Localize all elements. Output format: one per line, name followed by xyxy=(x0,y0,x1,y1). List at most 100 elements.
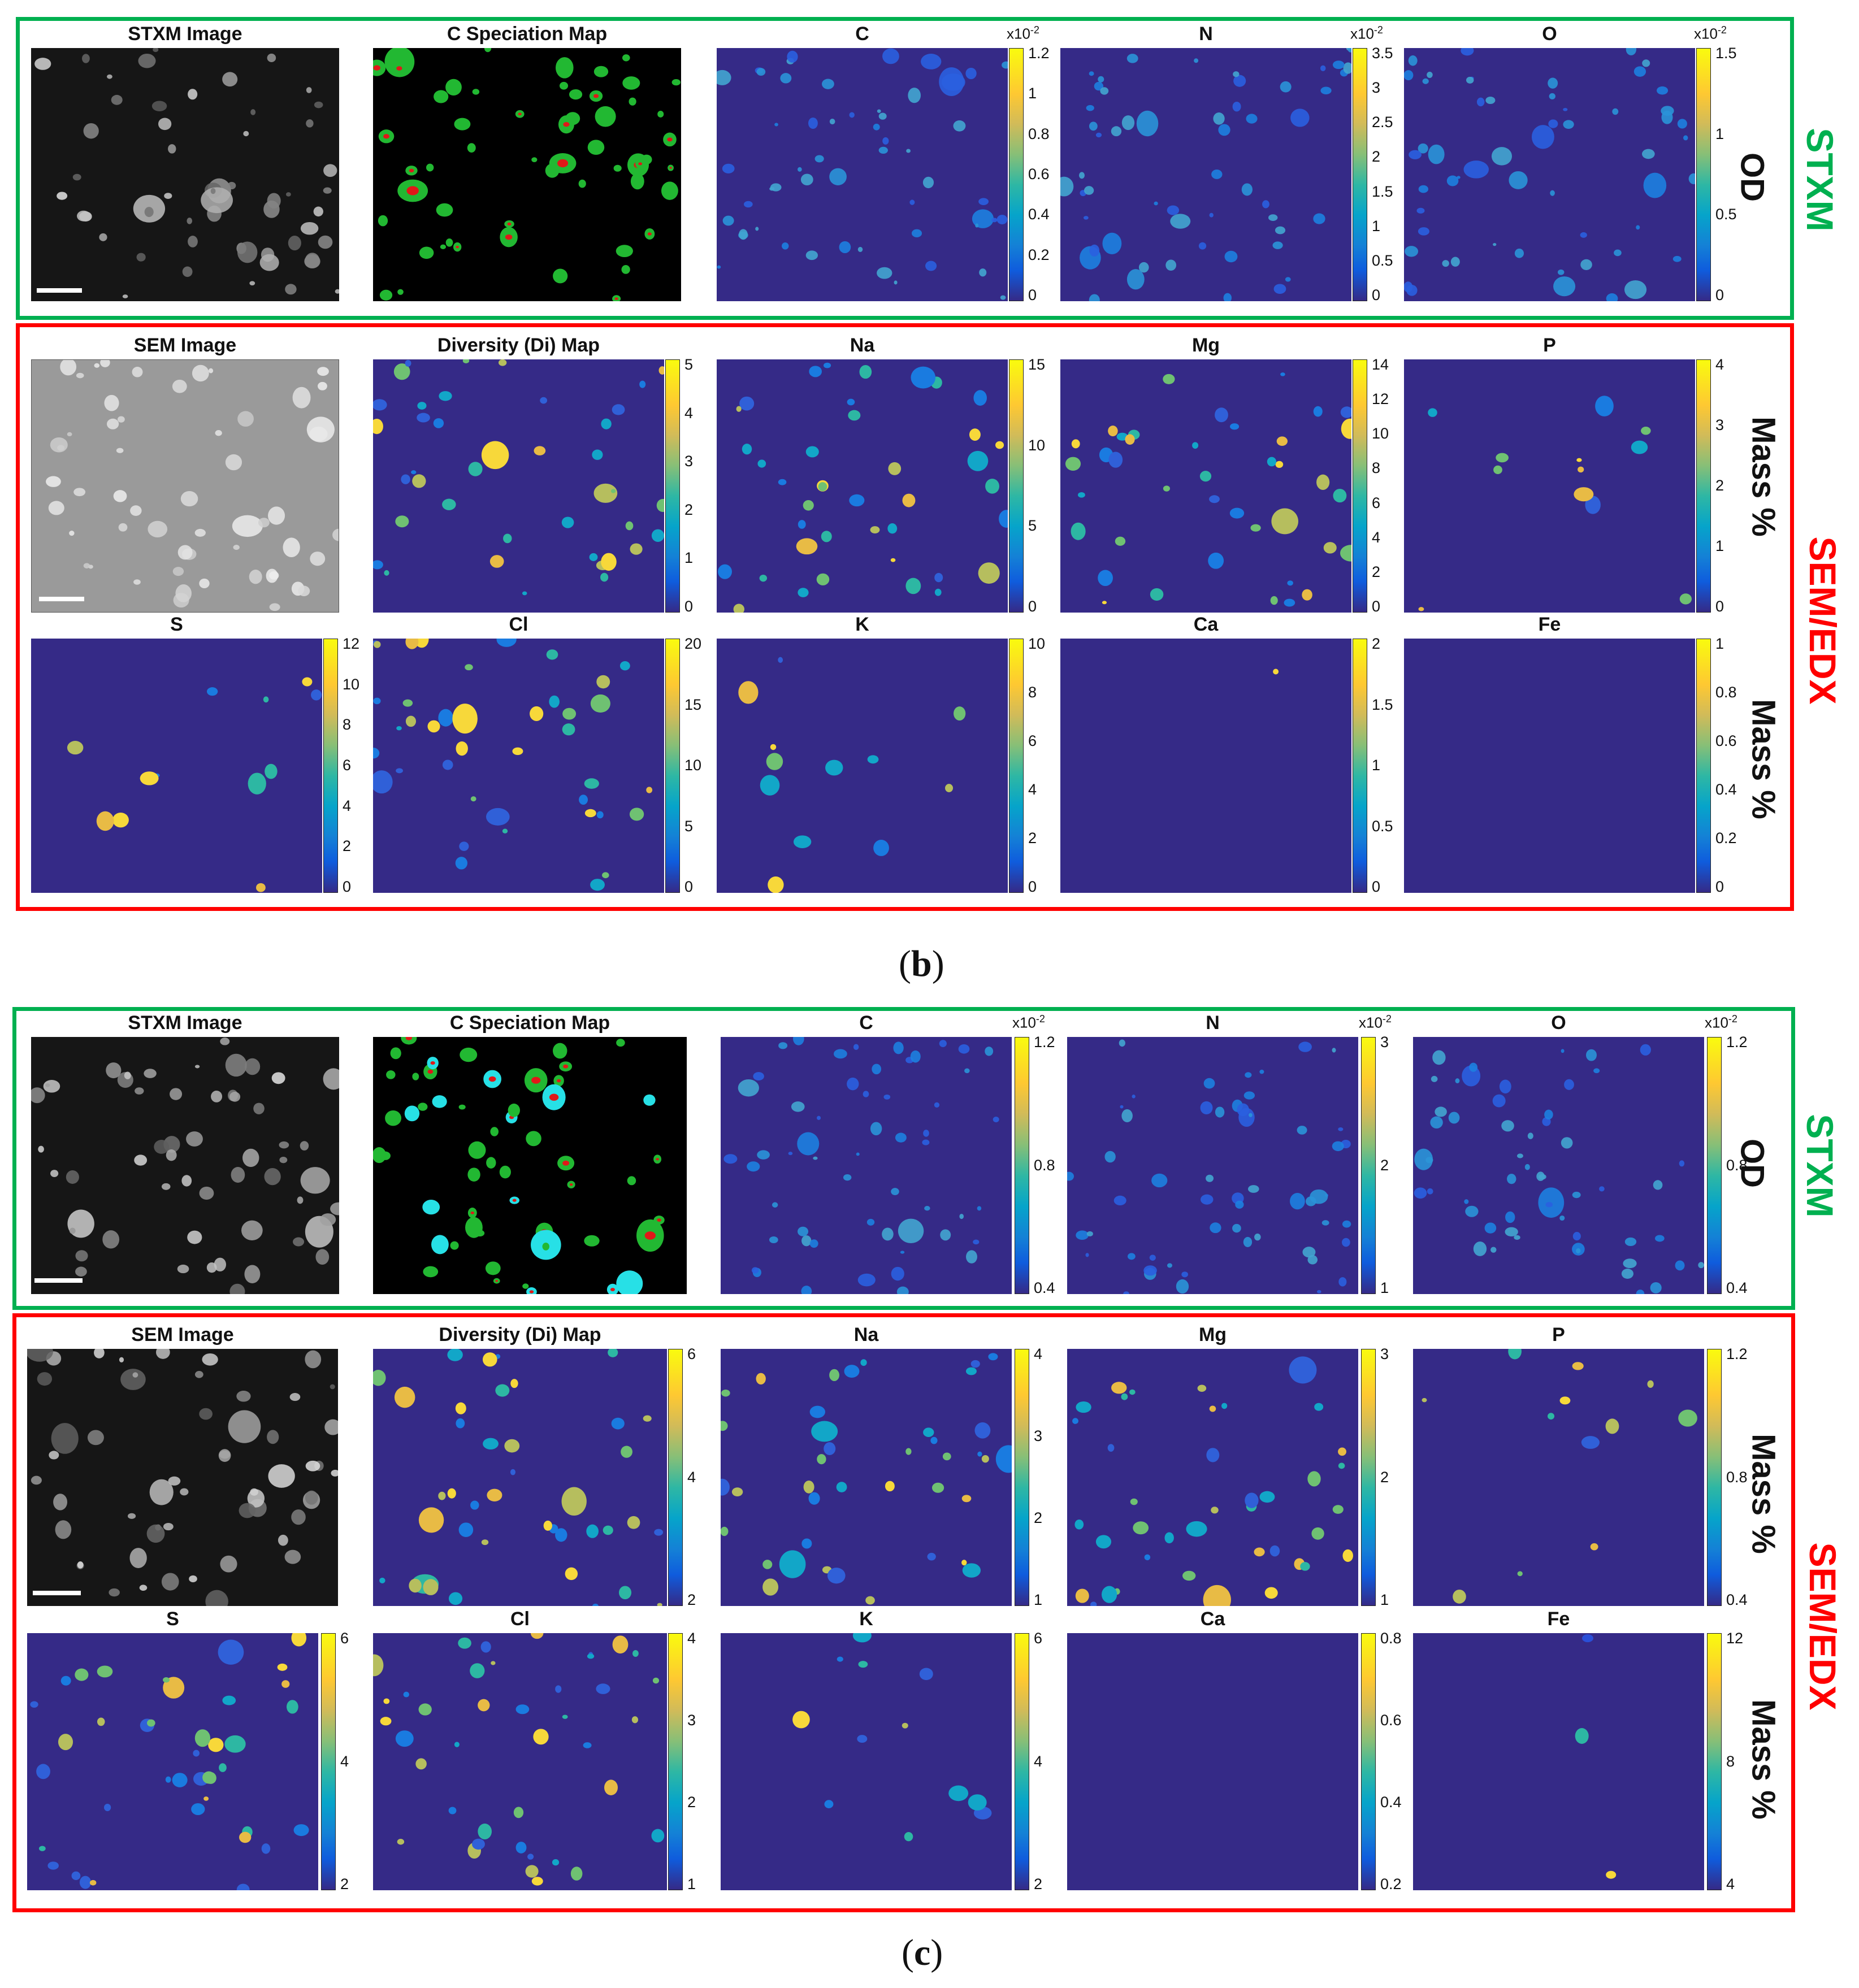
particle xyxy=(486,808,510,826)
particle xyxy=(57,192,68,200)
particle xyxy=(1111,1382,1127,1394)
particle xyxy=(271,1072,285,1084)
particle xyxy=(75,1250,88,1262)
scale-bar xyxy=(37,288,82,293)
particle xyxy=(390,1047,401,1060)
particle xyxy=(923,1427,934,1437)
particle xyxy=(966,1250,977,1264)
particle xyxy=(939,1040,947,1048)
particle xyxy=(921,54,942,70)
particle xyxy=(1422,78,1429,84)
particle xyxy=(1071,439,1080,449)
particle xyxy=(1321,1220,1329,1226)
particle xyxy=(822,79,834,89)
colorbar-fe xyxy=(1696,639,1711,893)
colorbar-fe xyxy=(1707,1633,1722,1890)
particle xyxy=(1428,408,1437,417)
particle xyxy=(757,1150,770,1160)
particle xyxy=(643,1415,652,1422)
particle xyxy=(250,109,256,115)
particle xyxy=(100,360,110,367)
colorbar-tick-label: 1 xyxy=(1715,635,1724,652)
particle xyxy=(1642,149,1655,159)
particle xyxy=(475,1230,485,1237)
particle xyxy=(1516,1153,1523,1158)
particle xyxy=(630,173,644,190)
particle xyxy=(1340,545,1351,562)
particle xyxy=(1418,227,1429,236)
particle xyxy=(318,381,327,390)
particle xyxy=(311,689,322,701)
particle xyxy=(515,1842,527,1854)
particle xyxy=(778,1042,788,1049)
panel-title: K xyxy=(859,1608,873,1630)
particle xyxy=(418,1507,444,1533)
particle xyxy=(144,1069,157,1078)
particle xyxy=(77,210,90,222)
particle xyxy=(1194,58,1199,63)
panel-title: P xyxy=(1543,335,1556,356)
particle xyxy=(1606,1870,1617,1879)
particle xyxy=(611,1417,625,1430)
map-background xyxy=(717,359,1008,613)
particle xyxy=(1262,200,1269,209)
particle xyxy=(1275,226,1286,235)
particle xyxy=(72,173,81,181)
particle xyxy=(1340,406,1351,418)
particle xyxy=(233,545,240,550)
particle xyxy=(79,1876,92,1889)
particle xyxy=(1572,1362,1584,1370)
particle xyxy=(287,1700,298,1714)
colorbar-p xyxy=(1707,1349,1722,1606)
particle xyxy=(202,1771,215,1784)
particle xyxy=(825,759,843,776)
colorbar-tick-label: 0 xyxy=(1028,287,1037,303)
particle xyxy=(658,366,664,375)
colorbar-tick-label: 4 xyxy=(1034,1345,1043,1362)
particle xyxy=(621,265,630,274)
particle xyxy=(27,1349,53,1362)
panel-title: Cl xyxy=(509,614,528,635)
particle xyxy=(423,1579,439,1595)
particle xyxy=(533,1729,549,1745)
particle xyxy=(583,1742,592,1748)
particle xyxy=(215,430,222,436)
particle xyxy=(73,488,86,497)
particle xyxy=(165,1776,171,1783)
colorbar-tick-label: 4 xyxy=(1726,1876,1735,1892)
particle xyxy=(418,1102,428,1111)
particle xyxy=(669,167,672,169)
particle xyxy=(1549,93,1555,99)
particle xyxy=(472,1838,485,1850)
particle xyxy=(1268,214,1278,221)
particle xyxy=(1071,522,1086,540)
particle xyxy=(1154,201,1158,206)
particle xyxy=(1606,293,1618,301)
particle xyxy=(873,123,880,131)
particle xyxy=(268,506,285,525)
particle xyxy=(531,1877,543,1886)
particle xyxy=(1576,458,1582,462)
map-background xyxy=(1404,639,1695,893)
particle xyxy=(1209,495,1220,503)
particle xyxy=(147,1719,155,1727)
colorbar-tick-label: 0 xyxy=(1028,598,1037,615)
particle xyxy=(1302,1247,1316,1258)
particle xyxy=(499,1165,511,1179)
particle xyxy=(433,418,444,428)
c-speciation-map xyxy=(373,1037,687,1294)
particle xyxy=(1243,1091,1255,1100)
element-map-o xyxy=(1404,48,1695,301)
particle xyxy=(1624,1237,1637,1247)
element-map-p xyxy=(1413,1349,1704,1606)
particle xyxy=(1499,1079,1511,1093)
colorbar-tick-label: 2 xyxy=(1372,563,1381,580)
particle xyxy=(931,1482,944,1493)
c-speciation-map xyxy=(373,48,681,301)
particle xyxy=(801,1286,812,1294)
stxm-image xyxy=(31,1037,339,1294)
particle xyxy=(285,192,291,197)
particle xyxy=(557,159,569,168)
particle xyxy=(305,1460,320,1472)
colorbar-tick-label: 0 xyxy=(1372,878,1381,895)
